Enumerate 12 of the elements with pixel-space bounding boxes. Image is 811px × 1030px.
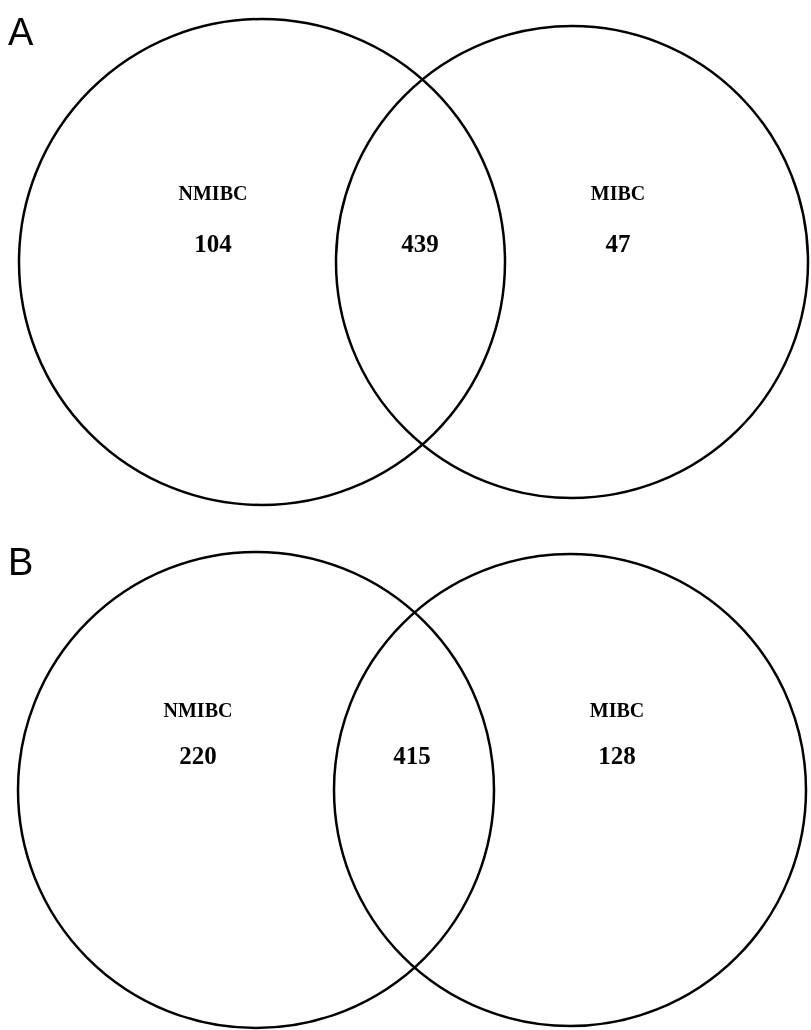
text: B [8, 541, 34, 583]
data-label: 128 [598, 742, 636, 769]
text: A [8, 11, 34, 53]
data-label: 220 [179, 742, 217, 769]
data-label: 104 [194, 230, 233, 257]
category-label: MIBC [589, 699, 645, 721]
category-label: NMIBC [163, 699, 233, 721]
data-label: 47 [605, 230, 631, 257]
data-label: 439 [401, 230, 439, 257]
category-label: NMIBC [178, 182, 248, 204]
category-label: MIBC [590, 182, 646, 204]
data-label: 415 [393, 742, 431, 769]
